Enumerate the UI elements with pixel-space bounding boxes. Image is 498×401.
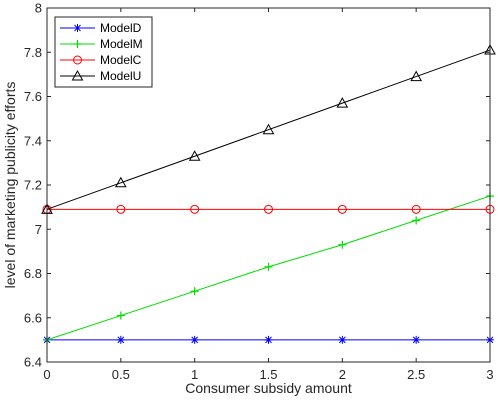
y-tick-label: 6.4	[24, 355, 42, 370]
data-point-modelu	[262, 123, 275, 135]
data-point-modelc	[264, 204, 273, 214]
data-point-modelm	[264, 262, 273, 271]
data-point-modeld	[190, 335, 199, 344]
x-tick-label: 1.5	[259, 367, 277, 382]
data-point-modelm	[116, 311, 125, 320]
legend-marker	[71, 69, 84, 81]
x-tick-label: 2	[339, 367, 346, 382]
data-point-modelc	[190, 204, 200, 214]
x-tick-label: 1	[191, 367, 198, 382]
series-line-modelu	[46, 49, 491, 210]
legend-entry-modelu: ModelU	[60, 69, 141, 83]
legend-marker	[73, 24, 82, 32]
legend-label: ModelD	[100, 21, 142, 35]
legend-marker	[73, 40, 82, 48]
legend-entry-modelm: ModelM	[60, 37, 143, 51]
y-tick-label: 8	[35, 1, 42, 16]
x-tick-label: 3	[486, 367, 493, 382]
y-tick-label: 7.4	[24, 133, 42, 148]
series-markers	[41, 44, 496, 344]
data-point-modelm	[190, 287, 199, 296]
data-point-modelu	[410, 70, 423, 82]
legend-entry-modelc: ModelC	[60, 53, 142, 67]
x-tick-label: 0.5	[112, 367, 130, 382]
y-tick-label: 6.6	[24, 310, 42, 325]
y-axis-ticks: 6.4 6.6 6.8 7 7.2 7.4 7.6 7.8 8	[24, 1, 490, 370]
data-point-modelm	[412, 216, 421, 225]
legend-box	[54, 16, 153, 88]
y-tick-label: 7.8	[24, 45, 42, 60]
y-tick-label: 6.8	[24, 266, 42, 281]
x-axis-title: Consumer subsidy amount	[185, 380, 352, 396]
legend: ModelD ModelM ModelC ModelU	[54, 16, 153, 88]
data-point-modelu	[188, 150, 201, 161]
data-point-modelc	[337, 204, 347, 214]
data-point-modeld	[264, 335, 273, 344]
y-tick-label: 7.6	[24, 89, 42, 104]
data-point-modelu	[336, 97, 349, 108]
y-tick-label: 7.2	[24, 178, 42, 193]
legend-label: ModelC	[100, 53, 142, 67]
legend-label: ModelU	[100, 69, 141, 83]
data-point-modelu	[114, 176, 127, 188]
y-tick-label: 7	[35, 222, 42, 237]
data-point-modeld	[116, 335, 125, 344]
data-point-modelc	[411, 204, 421, 214]
x-axis-ticks: 0 0.5 1 1.5 2 2.5 3	[43, 8, 494, 382]
data-point-modeld	[412, 335, 421, 344]
legend-label: ModelM	[100, 37, 143, 51]
x-tick-label: 2.5	[407, 367, 425, 382]
legend-marker	[73, 55, 82, 65]
data-point-modelm	[338, 240, 347, 249]
legend-entry-modeld: ModelD	[60, 21, 142, 35]
data-point-modeld	[338, 335, 347, 344]
x-tick-label: 0	[43, 367, 50, 382]
y-axis-title: level of marketing publicity efforts	[2, 82, 18, 289]
data-point-modelc	[116, 204, 126, 214]
